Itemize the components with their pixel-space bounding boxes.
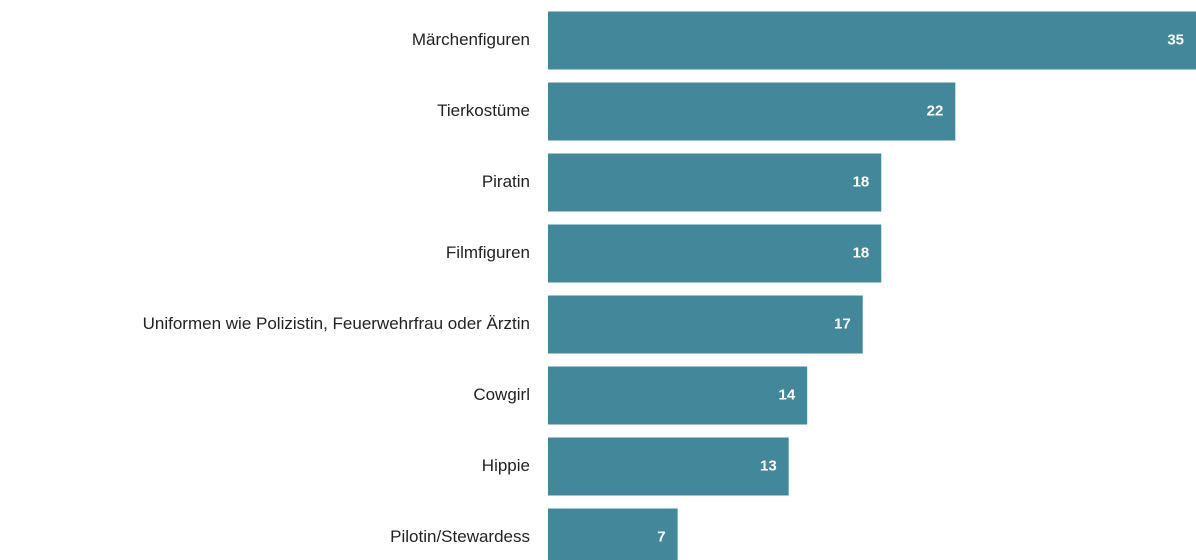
category-label: Pilotin/Stewardess [390, 527, 530, 546]
category-label: Tierkostüme [437, 101, 530, 120]
bar [548, 82, 956, 141]
value-label: 13 [760, 457, 777, 474]
category-label: Filmfiguren [446, 243, 530, 262]
category-label: Hippie [482, 456, 530, 475]
bar [548, 224, 882, 283]
category-label: Cowgirl [473, 385, 530, 404]
value-label: 7 [657, 528, 665, 545]
bar [548, 366, 808, 425]
value-label: 18 [853, 173, 870, 190]
category-label: Uniformen wie Polizistin, Feuerwehrfrau … [143, 314, 530, 333]
bar [548, 153, 882, 212]
category-label: Märchenfiguren [412, 30, 530, 49]
value-label: 22 [927, 102, 944, 119]
bar [548, 11, 1196, 70]
bar [548, 295, 863, 354]
value-label: 17 [834, 315, 851, 332]
value-label: 14 [779, 386, 796, 403]
category-label: Piratin [482, 172, 530, 191]
bar [548, 437, 789, 496]
bar [548, 508, 678, 560]
value-label: 18 [853, 244, 870, 261]
value-label: 35 [1167, 31, 1184, 48]
